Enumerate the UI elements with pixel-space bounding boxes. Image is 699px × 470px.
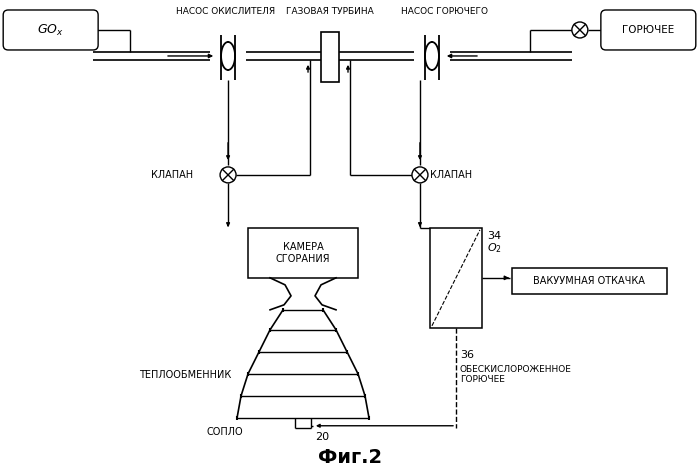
Text: КАМЕРА
СГОРАНИЯ: КАМЕРА СГОРАНИЯ (276, 242, 330, 264)
Text: ТЕПЛООБМЕННИК: ТЕПЛООБМЕННИК (139, 370, 231, 380)
Text: НАСОС ГОРЮЧЕГО: НАСОС ГОРЮЧЕГО (401, 8, 489, 16)
Text: $GO_x$: $GO_x$ (37, 23, 64, 38)
Text: 36: 36 (460, 350, 474, 360)
Bar (248, 228, 358, 278)
Text: СОПЛО: СОПЛО (207, 427, 243, 437)
Text: ГОРЮЧЕЕ: ГОРЮЧЕЕ (621, 25, 674, 35)
FancyBboxPatch shape (3, 10, 98, 50)
Bar (321, 32, 339, 82)
Text: $O_2$: $O_2$ (487, 241, 502, 255)
Text: НАСОС ОКИСЛИТЕЛЯ: НАСОС ОКИСЛИТЕЛЯ (175, 8, 275, 16)
Text: 20: 20 (315, 432, 329, 442)
Text: КЛАПАН: КЛАПАН (430, 170, 472, 180)
Text: ОБЕСКИСЛОРОЖЕННОЕ
ГОРЮЧЕЕ: ОБЕСКИСЛОРОЖЕННОЕ ГОРЮЧЕЕ (460, 365, 572, 384)
Text: Фиг.2: Фиг.2 (318, 448, 382, 467)
Bar (430, 228, 482, 328)
Bar (512, 268, 667, 294)
Circle shape (412, 167, 428, 183)
Text: 34: 34 (487, 231, 501, 241)
Circle shape (572, 22, 588, 38)
Circle shape (220, 167, 236, 183)
Text: КЛАПАН: КЛАПАН (151, 170, 193, 180)
Text: ВАКУУМНАЯ ОТКАЧКА: ВАКУУМНАЯ ОТКАЧКА (533, 276, 645, 286)
Text: ГАЗОВАЯ ТУРБИНА: ГАЗОВАЯ ТУРБИНА (286, 8, 374, 16)
FancyBboxPatch shape (601, 10, 696, 50)
